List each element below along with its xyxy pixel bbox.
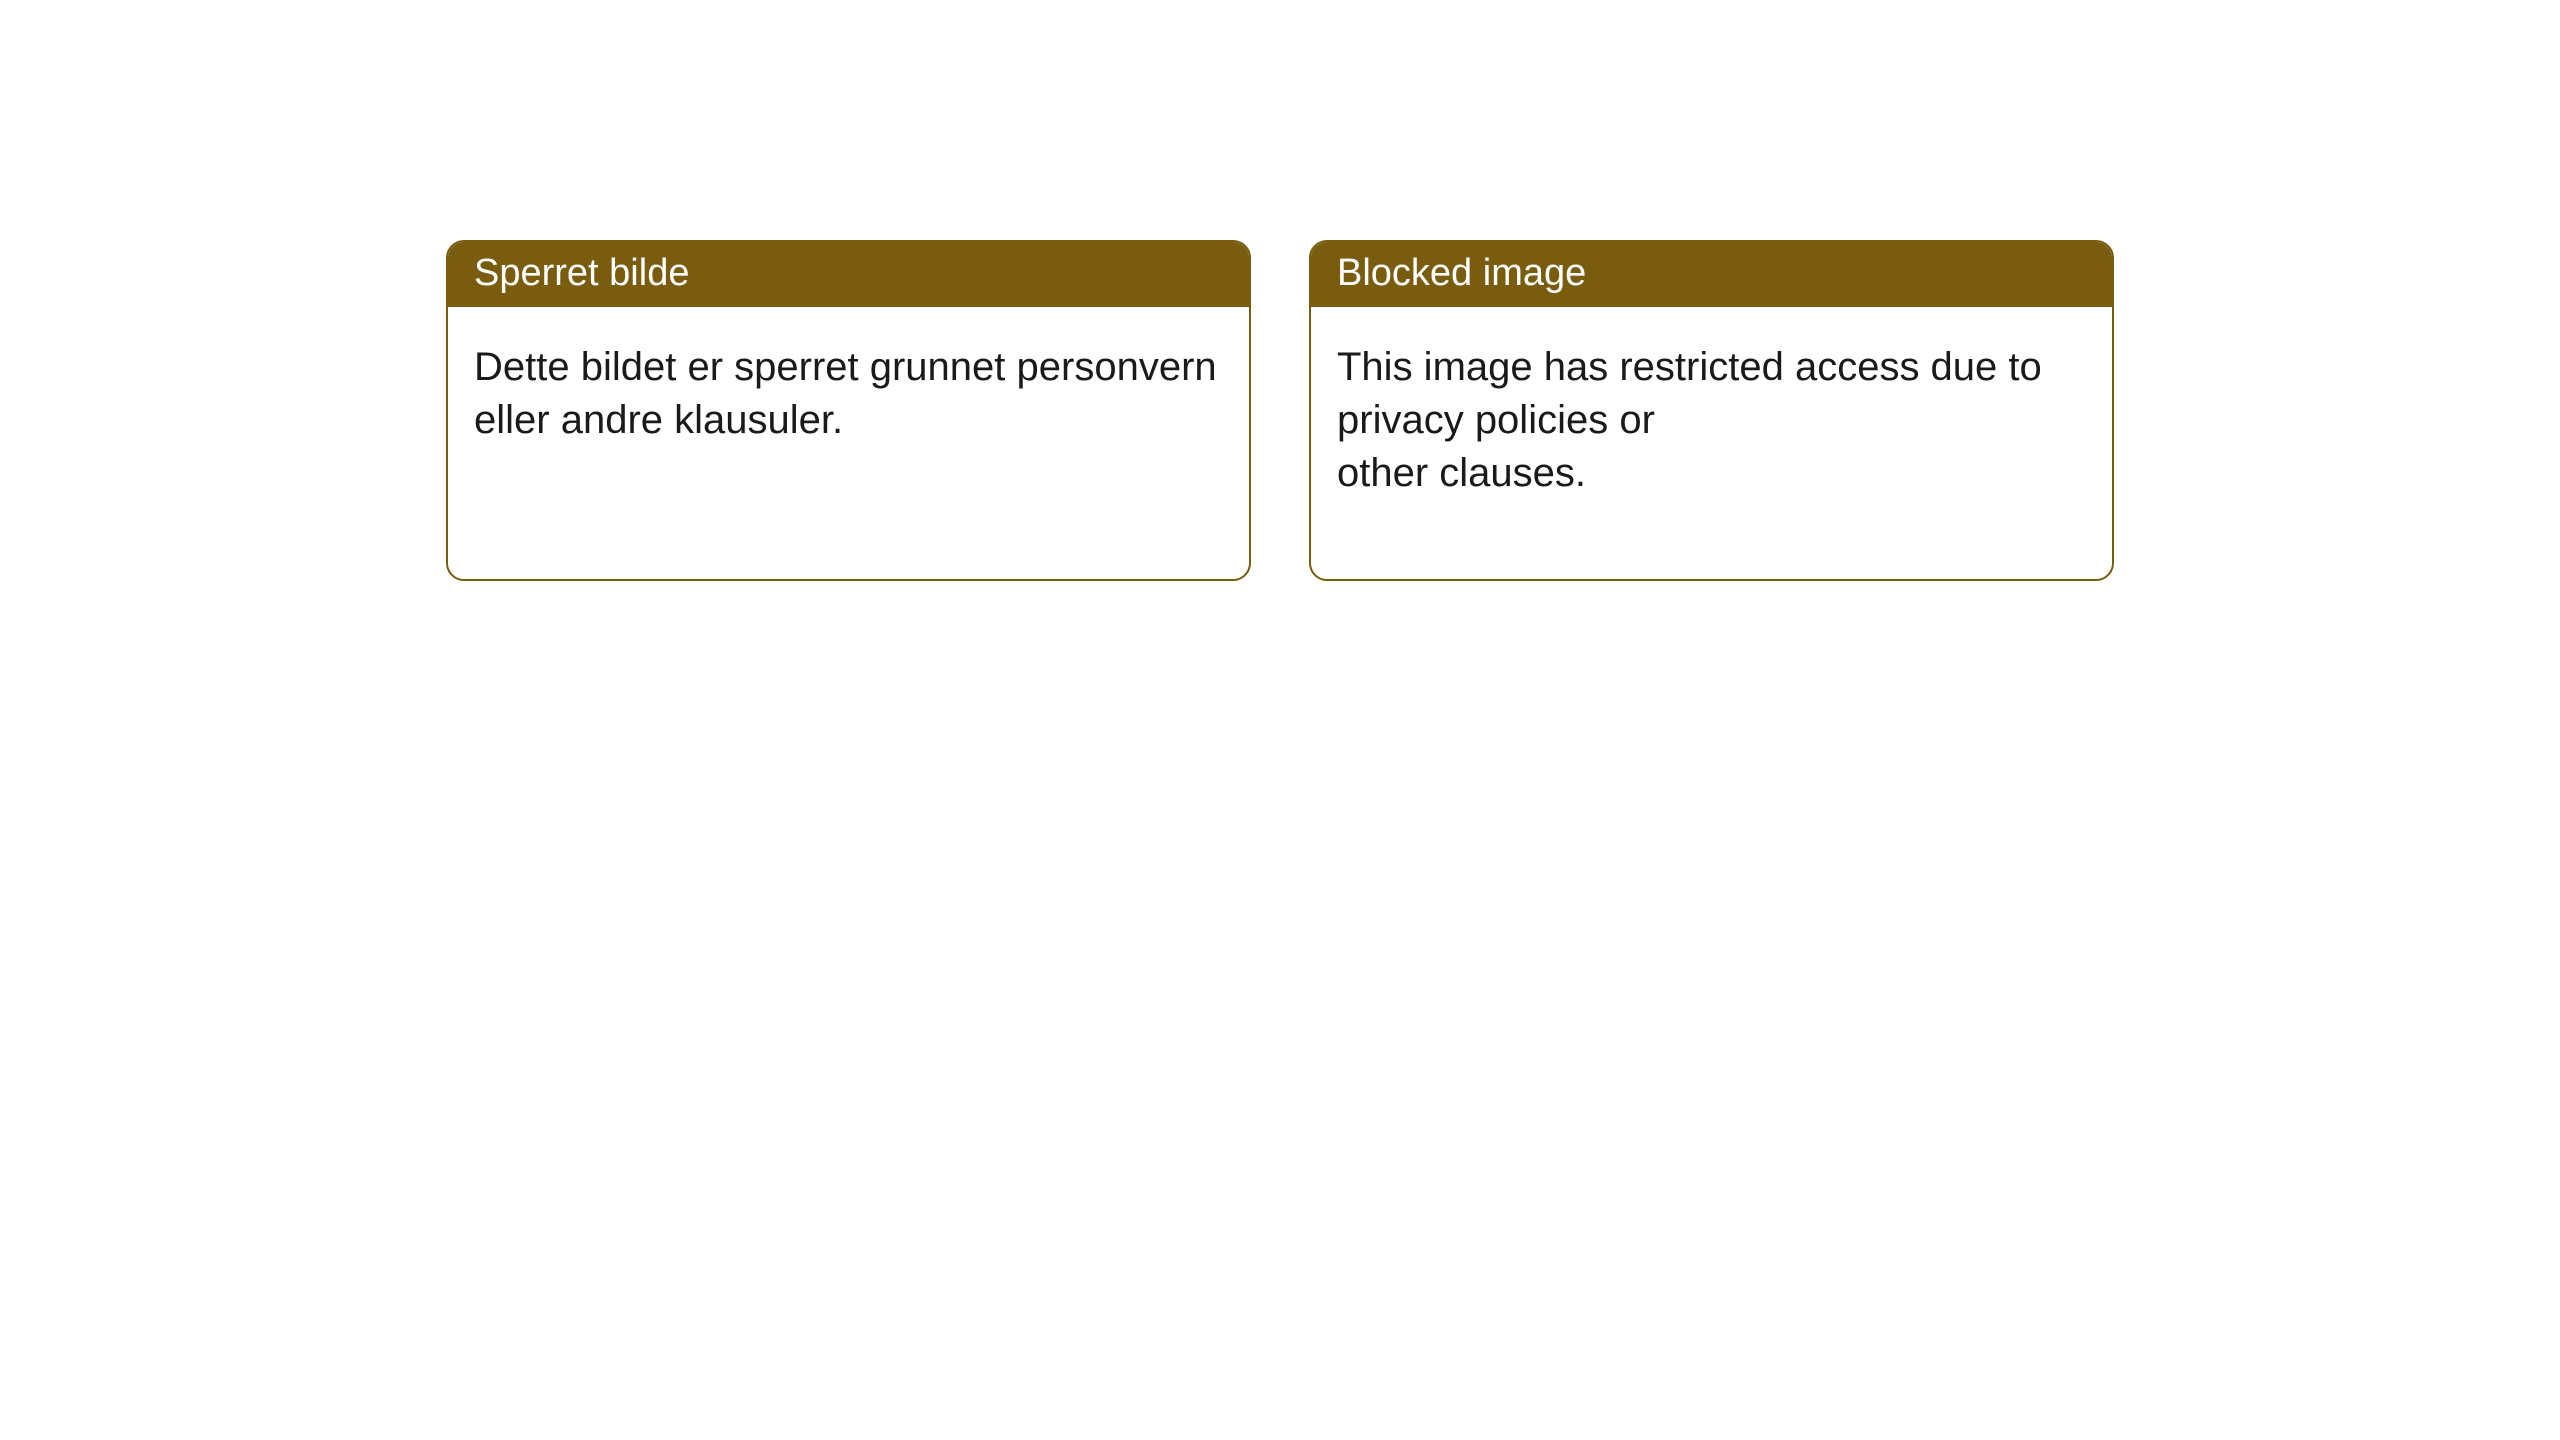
notice-body: This image has restricted access due to …: [1311, 307, 2112, 579]
notice-header: Sperret bilde: [448, 242, 1249, 307]
notice-cards-container: Sperret bilde Dette bildet er sperret gr…: [446, 240, 2114, 581]
notice-header: Blocked image: [1311, 242, 2112, 307]
notice-card-english: Blocked image This image has restricted …: [1309, 240, 2114, 581]
notice-card-norwegian: Sperret bilde Dette bildet er sperret gr…: [446, 240, 1251, 581]
notice-body: Dette bildet er sperret grunnet personve…: [448, 307, 1249, 527]
